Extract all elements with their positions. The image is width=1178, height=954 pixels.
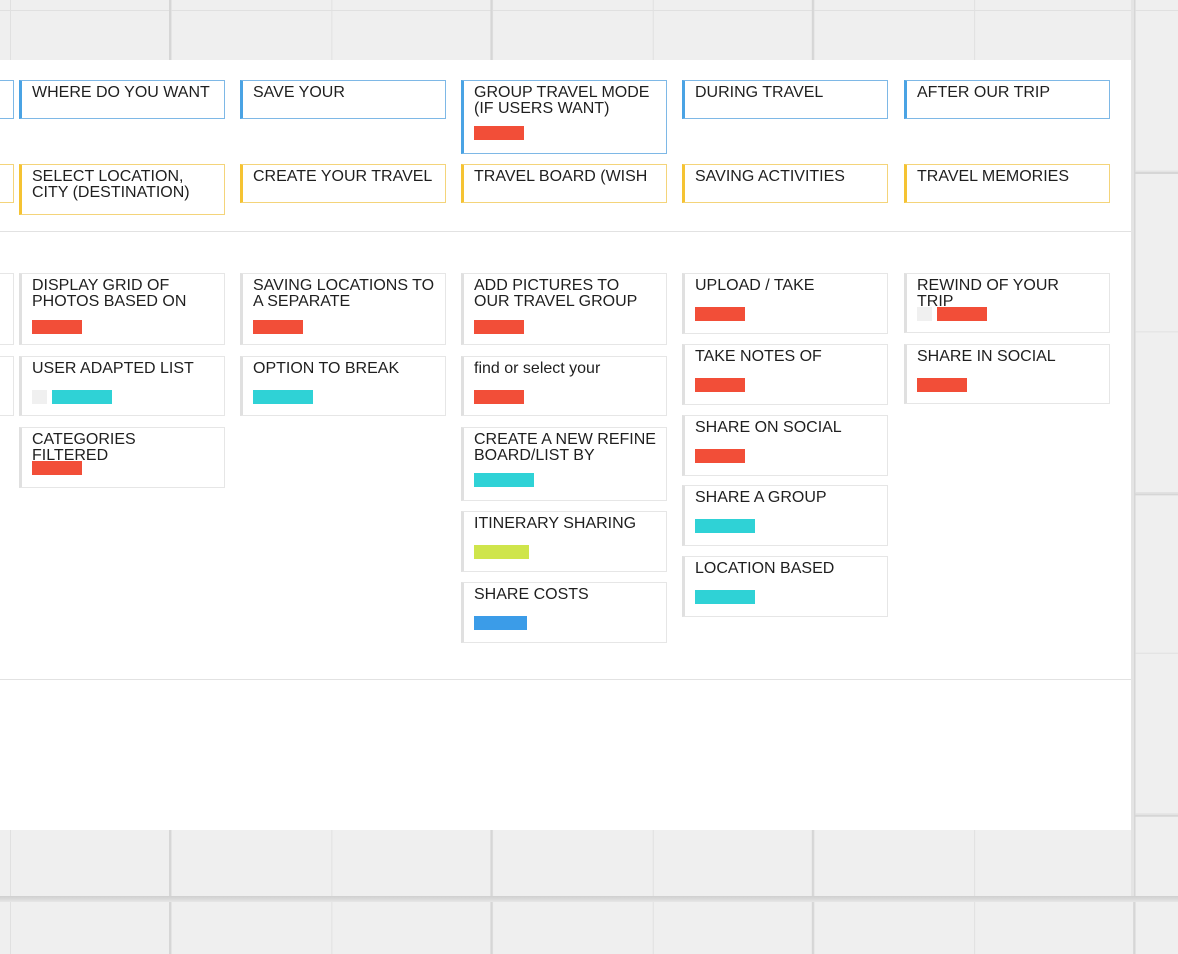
tag-red	[474, 390, 524, 404]
category-card-travel-board[interactable]: TRAVEL BOARD (WISH	[461, 164, 667, 203]
story-card[interactable]: OPTION TO BREAK	[240, 356, 446, 416]
story-card[interactable]: find or select your	[461, 356, 667, 416]
partial-header-card[interactable]	[0, 80, 14, 119]
story-card[interactable]: SHARE ON SOCIAL	[682, 415, 888, 476]
story-card[interactable]: SHARE COSTS	[461, 582, 667, 643]
tag-light	[32, 390, 47, 404]
story-card[interactable]: LOCATION BASED	[682, 556, 888, 617]
card-label: SHARE A GROUP	[695, 489, 827, 506]
board-edge	[1131, 0, 1134, 900]
header-card-where[interactable]: WHERE DO YOU WANT	[19, 80, 225, 119]
card-label: USER ADAPTED LIST	[32, 360, 194, 377]
story-card[interactable]: TAKE NOTES OF	[682, 344, 888, 405]
header-card-after-trip[interactable]: AFTER OUR TRIP	[904, 80, 1110, 119]
tag-lime	[474, 545, 529, 559]
tag-blue	[474, 616, 527, 630]
tag-red	[695, 449, 745, 463]
tag-red	[32, 320, 82, 334]
story-card[interactable]: SHARE IN SOCIAL	[904, 344, 1110, 404]
card-label: SAVING LOCATIONS TO A SEPARATE	[253, 277, 435, 310]
story-card[interactable]: SAVING LOCATIONS TO A SEPARATE	[240, 273, 446, 345]
partial-category-card[interactable]	[0, 164, 14, 203]
category-card-saving-activities[interactable]: SAVING ACTIVITIES	[682, 164, 888, 203]
row-divider-bottom	[0, 679, 1131, 680]
header-card-group-travel[interactable]: GROUP TRAVEL MODE (IF USERS WANT)	[461, 80, 667, 154]
category-card-create-travel[interactable]: CREATE YOUR TRAVEL	[240, 164, 446, 203]
story-map-board: WHERE DO YOU WANT SELECT LOCATION, CITY …	[0, 60, 1131, 830]
header-card-during-travel[interactable]: DURING TRAVEL	[682, 80, 888, 119]
tag-red	[937, 307, 987, 321]
tag-cyan	[695, 590, 755, 604]
row-divider-top	[0, 231, 1131, 232]
story-card[interactable]: UPLOAD / TAKE	[682, 273, 888, 334]
tag-cyan	[253, 390, 313, 404]
story-card[interactable]: ADD PICTURES TO OUR TRAVEL GROUP	[461, 273, 667, 345]
tag-red	[917, 378, 967, 392]
tag-light	[917, 307, 932, 321]
partial-story-card[interactable]	[0, 273, 14, 345]
card-label: find or select your	[474, 360, 601, 377]
tag-cyan	[695, 519, 755, 533]
category-card-select-location[interactable]: SELECT LOCATION, CITY (DESTINATION)	[19, 164, 225, 215]
card-label: LOCATION BASED	[695, 560, 835, 577]
card-label: ITINERARY SHARING	[474, 515, 637, 532]
tag-red	[695, 378, 745, 392]
card-label: TAKE NOTES OF	[695, 348, 822, 365]
card-label: SELECT LOCATION, CITY (DESTINATION)	[32, 168, 190, 201]
tag-red	[474, 320, 524, 334]
card-label: WHERE DO YOU WANT	[32, 84, 210, 101]
card-label: SAVE YOUR	[253, 84, 345, 101]
card-label: CREATE YOUR TRAVEL	[253, 168, 433, 185]
card-label: AFTER OUR TRIP	[917, 84, 1051, 101]
story-card[interactable]: CATEGORIES FILTERED	[19, 427, 225, 488]
card-label: UPLOAD / TAKE	[695, 277, 815, 294]
story-card[interactable]: DISPLAY GRID OF PHOTOS BASED ON	[19, 273, 225, 345]
card-label: SHARE IN SOCIAL	[917, 348, 1056, 365]
card-label: DISPLAY GRID OF PHOTOS BASED ON	[32, 277, 187, 310]
card-label: SAVING ACTIVITIES	[695, 168, 845, 185]
story-card[interactable]: REWIND OF YOUR TRIP	[904, 273, 1110, 333]
card-label: GROUP TRAVEL MODE (IF USERS WANT)	[474, 84, 650, 117]
story-card[interactable]: SHARE A GROUP	[682, 485, 888, 546]
header-card-save[interactable]: SAVE YOUR	[240, 80, 446, 119]
tag-red	[32, 461, 82, 475]
partial-story-card[interactable]	[0, 356, 14, 416]
tag-red	[474, 126, 524, 140]
tag-cyan	[474, 473, 534, 487]
story-card[interactable]: CREATE A NEW REFINE BOARD/LIST BY	[461, 427, 667, 501]
category-card-travel-memories[interactable]: TRAVEL MEMORIES	[904, 164, 1110, 203]
card-label: CREATE A NEW REFINE BOARD/LIST BY	[474, 431, 656, 464]
tag-red	[695, 307, 745, 321]
story-card[interactable]: USER ADAPTED LIST	[19, 356, 225, 416]
card-label: SHARE COSTS	[474, 586, 589, 603]
card-label: ADD PICTURES TO OUR TRAVEL GROUP	[474, 277, 638, 310]
card-label: OPTION TO BREAK	[253, 360, 400, 377]
card-label: CATEGORIES FILTERED	[32, 431, 136, 464]
canvas-shadow	[0, 896, 1178, 902]
story-card[interactable]: ITINERARY SHARING	[461, 511, 667, 572]
card-label: SHARE ON SOCIAL	[695, 419, 842, 436]
tag-cyan	[52, 390, 112, 404]
card-label: DURING TRAVEL	[695, 84, 824, 101]
tag-red	[253, 320, 303, 334]
card-label: TRAVEL BOARD (WISH	[474, 168, 648, 185]
card-label: REWIND OF YOUR TRIP	[917, 277, 1059, 310]
card-label: TRAVEL MEMORIES	[917, 168, 1070, 185]
